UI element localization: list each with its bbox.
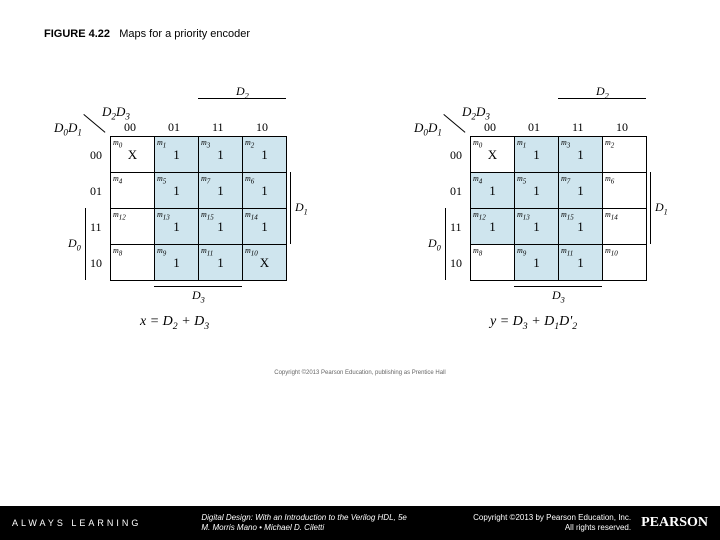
- always-learning: ALWAYS LEARNING: [12, 518, 141, 528]
- rights: All rights reserved.: [565, 523, 631, 532]
- kmap-cell: m10: [603, 245, 647, 281]
- kmap-body: m0Xm11m31m2m41m51m71m6m121m131m151m14m8m…: [471, 137, 647, 281]
- row-head: 00: [90, 148, 102, 163]
- row-head: 10: [90, 256, 102, 271]
- kmap-cell: m2: [603, 137, 647, 173]
- kmap-cell: m111: [559, 245, 603, 281]
- kmap-grid: m0Xm11m31m21 m4m51m71m61 m12m131m151m141 m8…: [110, 136, 287, 281]
- axis-side: D0D1: [414, 120, 442, 138]
- row-head: 01: [90, 184, 102, 199]
- figure-number: FIGURE 4.22: [44, 28, 110, 40]
- col-head: 11: [572, 120, 584, 135]
- col-head: 10: [256, 120, 268, 135]
- kmap-body: m0Xm11m31m21 m4m51m71m61 m12m131m151m141 m8…: [111, 137, 287, 281]
- kmap-cell: m31: [559, 137, 603, 173]
- kmap-cell: m91: [515, 245, 559, 281]
- kmap-cell: m141: [243, 209, 287, 245]
- kmap-cell: m11: [155, 137, 199, 173]
- row-head: 00: [450, 148, 462, 163]
- kmap-cell: m11: [515, 137, 559, 173]
- kmap-cell: m21: [243, 137, 287, 173]
- col-head: 01: [168, 120, 180, 135]
- axis-top: D2D3: [462, 104, 490, 122]
- kmap-cell: m111: [199, 245, 243, 281]
- bracket-right: D1: [290, 172, 308, 244]
- kmap-cell: m41: [471, 173, 515, 209]
- col-head: 01: [528, 120, 540, 135]
- kmap-cell: m151: [199, 209, 243, 245]
- equation: x = D2 + D3: [140, 314, 209, 332]
- copyright: Copyright ©2013 by Pearson Education, In…: [473, 513, 631, 522]
- bracket-right: D1: [650, 172, 668, 244]
- col-head: 11: [212, 120, 224, 135]
- kmap-cell: m31: [199, 137, 243, 173]
- bracket-bottom: D3: [154, 286, 242, 287]
- figure-caption: Maps for a priority encoder: [119, 28, 250, 40]
- book-title: Digital Design: With an Introduction to …: [201, 513, 407, 522]
- col-head: 10: [616, 120, 628, 135]
- row-head: 01: [450, 184, 462, 199]
- micro-copyright: Copyright ©2013 Pearson Education, publi…: [0, 370, 720, 376]
- kmap-cell: m61: [243, 173, 287, 209]
- pearson-logo: PEARSON: [641, 515, 708, 531]
- col-head: 00: [484, 120, 496, 135]
- book-info: Digital Design: With an Introduction to …: [201, 513, 407, 532]
- kmap-cell: m0X: [471, 137, 515, 173]
- bracket-top: D2: [198, 98, 286, 99]
- equation: y = D3 + D1D'2: [490, 314, 577, 332]
- kmap-cell: m6: [603, 173, 647, 209]
- row-head: 10: [450, 256, 462, 271]
- authors: M. Morris Mano • Michael D. Ciletti: [201, 523, 324, 532]
- axis-side: D0D1: [54, 120, 82, 138]
- kmap-cell: m131: [155, 209, 199, 245]
- footer: ALWAYS LEARNING Digital Design: With an …: [0, 506, 720, 540]
- kmap-cell: m131: [515, 209, 559, 245]
- bracket-top: D2: [558, 98, 646, 99]
- kmap-cell: m4: [111, 173, 155, 209]
- kmap-cell: m151: [559, 209, 603, 245]
- bracket-left: D0: [68, 208, 86, 280]
- kmap-cell: m51: [515, 173, 559, 209]
- col-head: 00: [124, 120, 136, 135]
- kmap-cell: m0X: [111, 137, 155, 173]
- kmap-cell: m8: [471, 245, 515, 281]
- copyright-block: Copyright ©2013 by Pearson Education, In…: [473, 513, 631, 532]
- kmap-cell: m10X: [243, 245, 287, 281]
- kmap-cell: m51: [155, 173, 199, 209]
- bracket-bottom: D3: [514, 286, 602, 287]
- kmap-cell: m12: [111, 209, 155, 245]
- kmap-cell: m71: [199, 173, 243, 209]
- kmap-cell: m71: [559, 173, 603, 209]
- kmap-cell: m121: [471, 209, 515, 245]
- figure-title: FIGURE 4.22 Maps for a priority encoder: [44, 28, 250, 40]
- axis-top: D2D3: [102, 104, 130, 122]
- kmap-grid: m0Xm11m31m2m41m51m71m6m121m131m151m14m8m…: [470, 136, 647, 281]
- row-head: 11: [90, 220, 102, 235]
- row-head: 11: [450, 220, 462, 235]
- bracket-left: D0: [428, 208, 446, 280]
- kmap-cell: m91: [155, 245, 199, 281]
- kmap-cell: m14: [603, 209, 647, 245]
- kmap-cell: m8: [111, 245, 155, 281]
